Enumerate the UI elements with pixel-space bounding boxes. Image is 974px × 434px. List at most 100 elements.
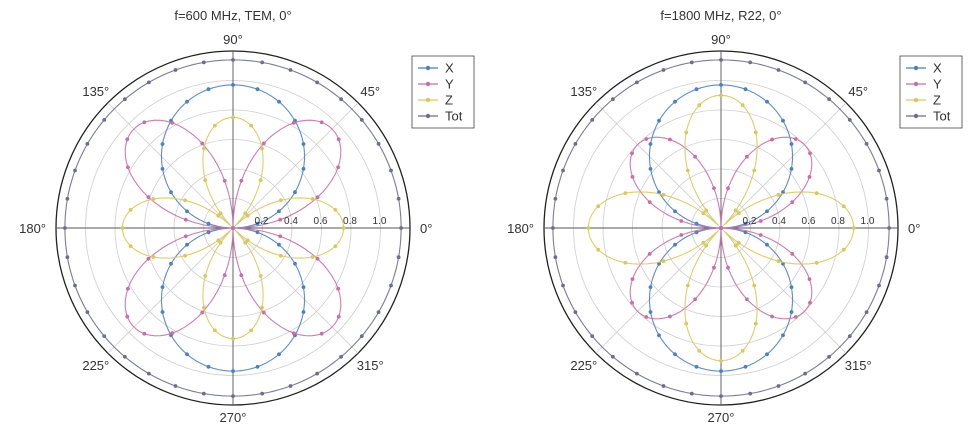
data-point [789, 167, 794, 171]
angle-label: 180° [507, 221, 534, 236]
polar-chart-2: f=1800 MHz, R22, 0° 0.2 0.4 0.6 0.8 1.0 0° 45° 9… [507, 8, 963, 425]
data-point [864, 310, 869, 314]
data-point [561, 168, 565, 173]
data-point [630, 175, 635, 179]
data-point [851, 226, 856, 230]
radial-tick-label: 0.6 [802, 216, 816, 227]
data-point [668, 137, 672, 142]
data-point [648, 167, 653, 171]
data-point [301, 285, 306, 289]
data-point [693, 297, 697, 302]
data-point [183, 234, 188, 239]
data-point [277, 352, 281, 357]
legend-label: X [933, 61, 942, 76]
data-point [65, 255, 70, 260]
data-point [740, 348, 745, 353]
data-point [712, 186, 716, 191]
angular-gridline [720, 227, 847, 354]
data-point [770, 137, 774, 142]
data-point [673, 352, 677, 357]
data-point [341, 226, 346, 230]
series-tot [551, 58, 891, 398]
data-point [128, 244, 133, 249]
data-point [704, 243, 709, 248]
data-point [864, 142, 869, 146]
data-point [758, 233, 763, 237]
data-point [301, 167, 306, 171]
data-point [807, 277, 812, 281]
data-point [776, 259, 781, 264]
data-point [291, 331, 296, 335]
data-point [679, 219, 684, 223]
data-point [185, 209, 189, 214]
data-point [877, 168, 881, 173]
data-point [553, 196, 558, 201]
data-point [776, 192, 781, 197]
data-point [789, 142, 794, 146]
data-point [249, 123, 254, 128]
data-point [261, 141, 266, 146]
data-point [65, 196, 70, 201]
data-point [712, 265, 716, 270]
data-point [694, 364, 699, 369]
radial-tick-label: 0.2 [255, 216, 269, 227]
data-point [160, 142, 165, 146]
angular-gridline [232, 102, 359, 229]
legend-label: X [445, 61, 454, 76]
data-point [202, 146, 206, 151]
data-point [170, 121, 175, 125]
data-point [701, 211, 706, 216]
angle-label: 45° [360, 84, 380, 99]
data-point [644, 137, 649, 141]
data-point [793, 315, 798, 319]
data-point [590, 118, 595, 122]
data-point [151, 197, 156, 201]
data-point [202, 305, 206, 310]
data-point [770, 314, 774, 319]
angle-label: 315° [357, 358, 384, 373]
data-point [694, 87, 699, 92]
data-point [884, 196, 889, 201]
angular-gridline [720, 102, 847, 229]
angle-label: 135° [570, 84, 597, 99]
data-point [170, 331, 175, 335]
data-point [623, 191, 628, 196]
data-point [736, 211, 741, 216]
legend-marker [913, 65, 919, 71]
radial-tick-label: 0.8 [831, 216, 845, 227]
data-point [216, 213, 221, 218]
data-point [85, 142, 90, 146]
data-point [689, 60, 694, 65]
angular-gridline [595, 102, 722, 229]
angle-label: 270° [708, 410, 735, 425]
data-point [396, 196, 401, 201]
data-point [648, 142, 653, 146]
series-z [120, 115, 346, 341]
data-point [376, 142, 381, 146]
data-point [260, 391, 265, 396]
data-point [748, 60, 753, 65]
data-point [596, 247, 601, 252]
angular-gridline [107, 227, 234, 354]
angle-label: 225° [570, 358, 597, 373]
data-point [704, 208, 709, 213]
data-point [231, 58, 235, 62]
data-point [776, 384, 781, 388]
data-point [85, 310, 90, 314]
data-point [169, 190, 173, 195]
data-point [697, 348, 702, 353]
legend-label: Y [445, 77, 454, 92]
data-point [753, 321, 758, 326]
angle-label: 135° [82, 84, 109, 99]
angle-label: 0° [420, 221, 432, 236]
data-point [399, 226, 403, 230]
data-point [673, 242, 677, 247]
data-point [239, 178, 244, 183]
data-point [319, 331, 324, 336]
data-point [123, 354, 127, 359]
data-point [260, 305, 264, 310]
data-point [339, 354, 343, 359]
data-point [647, 200, 652, 205]
data-point [644, 315, 649, 319]
data-point [231, 226, 235, 230]
